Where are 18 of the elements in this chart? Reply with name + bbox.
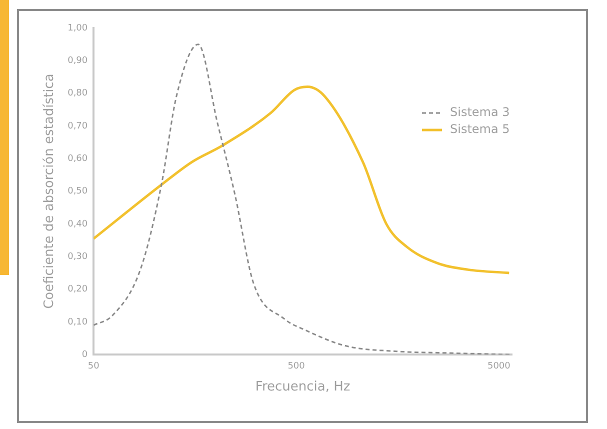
y-tick-label: 0,90 [68,56,88,66]
x-tick-label: 50 [88,361,100,372]
y-tick-label: 0,80 [68,88,88,99]
y-tick-label: 1,00 [68,23,88,34]
y-tick-label: 0,60 [68,154,88,164]
x-tick-label: 500 [288,361,306,372]
y-tick-label: 0,10 [68,317,88,328]
y-tick-label: 0,40 [68,219,88,230]
y-tick-label: 0 [82,350,88,360]
y-tick-label: 0,50 [68,186,88,197]
legend-label: Sistema 5 [450,122,510,136]
legend-label: Sistema 3 [450,105,510,120]
y-axis-title: Coeficiente de absorción estadística [42,74,58,309]
y-tick-label: 0,30 [68,252,88,262]
y-tick-label: 0,70 [68,121,88,132]
y-tick-label: 0,20 [68,284,88,295]
x-axis-title: Frecuencia, Hz [255,380,350,395]
x-tick-label: 5000 [487,361,511,372]
